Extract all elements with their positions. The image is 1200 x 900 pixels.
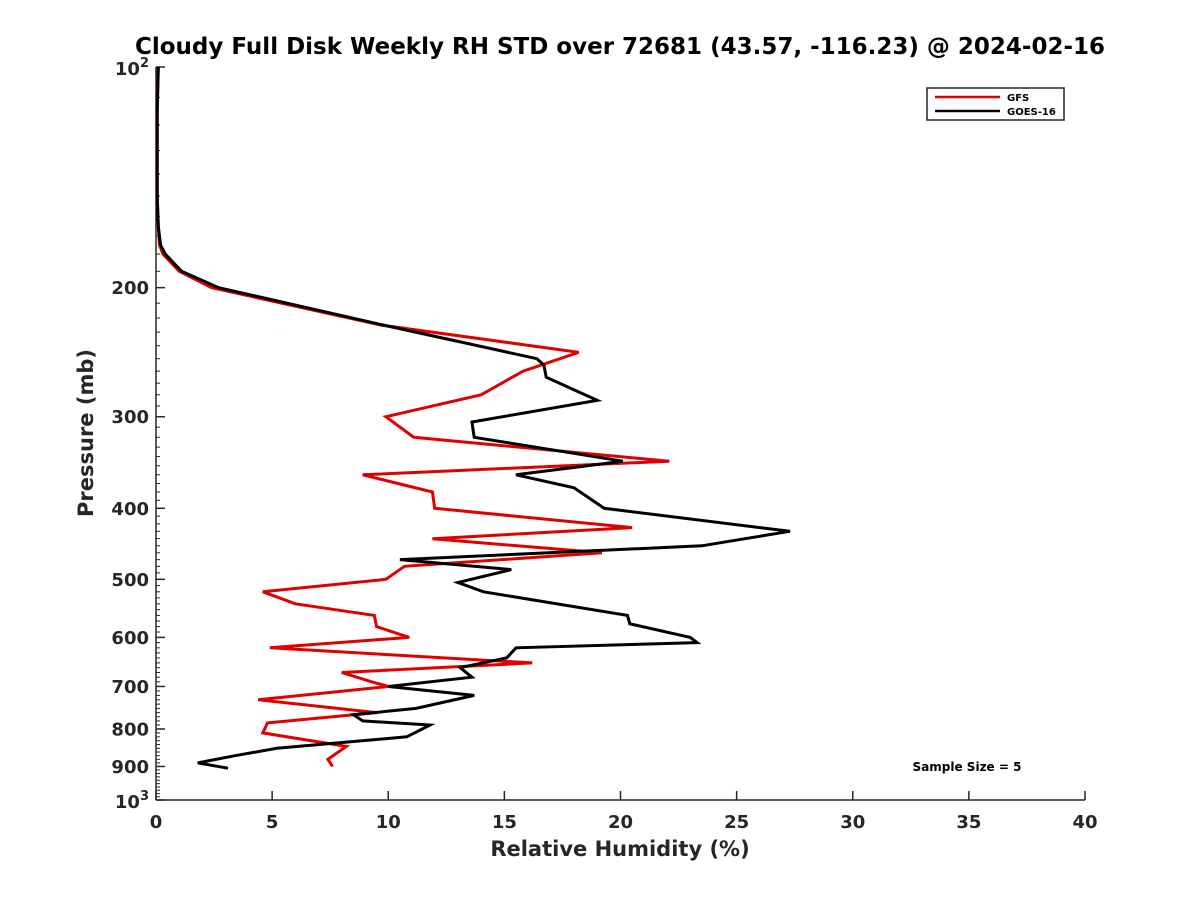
x-tick-label: 30 — [840, 812, 865, 833]
x-tick-label: 15 — [492, 812, 517, 833]
series-layer — [155, 66, 791, 770]
series-line-gfs — [155, 66, 670, 768]
legend-label-goes16: GOES-16 — [1007, 107, 1056, 118]
x-tick-label: 25 — [724, 812, 749, 833]
chart-title: Cloudy Full Disk Weekly RH STD over 7268… — [135, 34, 1105, 60]
x-tick-label: 0 — [150, 812, 163, 833]
x-axis-label: Relative Humidity (%) — [490, 837, 749, 861]
y-axis-label: Pressure (mb) — [74, 349, 98, 517]
y-tick-label: 700 — [111, 677, 149, 698]
x-tick-label: 5 — [266, 812, 279, 833]
y-tick-label: 600 — [111, 628, 149, 649]
y-tick-label: 400 — [111, 499, 149, 520]
y-tick-label: 300 — [111, 407, 149, 428]
plot-area — [156, 67, 1085, 800]
y-tick-label: 800 — [111, 719, 149, 740]
y-tick-label: 200 — [111, 278, 149, 299]
y-tick-label-top: 102 — [115, 56, 149, 80]
legend-box — [926, 87, 1065, 121]
series-line-goes16 — [155, 66, 791, 770]
legend: GFS GOES-16 — [926, 87, 1065, 121]
x-tick-label: 40 — [1072, 812, 1097, 833]
y-ticks: 200 300 400 500 600 700 800 900 102 103 — [111, 56, 165, 813]
x-ticks: 0 5 10 15 20 25 30 35 40 — [150, 791, 1098, 833]
axes — [155, 67, 1085, 801]
y-tick-label: 900 — [111, 757, 149, 778]
legend-label-gfs: GFS — [1007, 93, 1029, 104]
sample-size-annotation: Sample Size = 5 — [913, 760, 1022, 774]
y-tick-label: 500 — [111, 570, 149, 591]
x-tick-label: 20 — [608, 812, 633, 833]
y-tick-label-bottom: 103 — [115, 789, 149, 813]
x-tick-label: 35 — [956, 812, 981, 833]
x-tick-label: 10 — [376, 812, 401, 833]
